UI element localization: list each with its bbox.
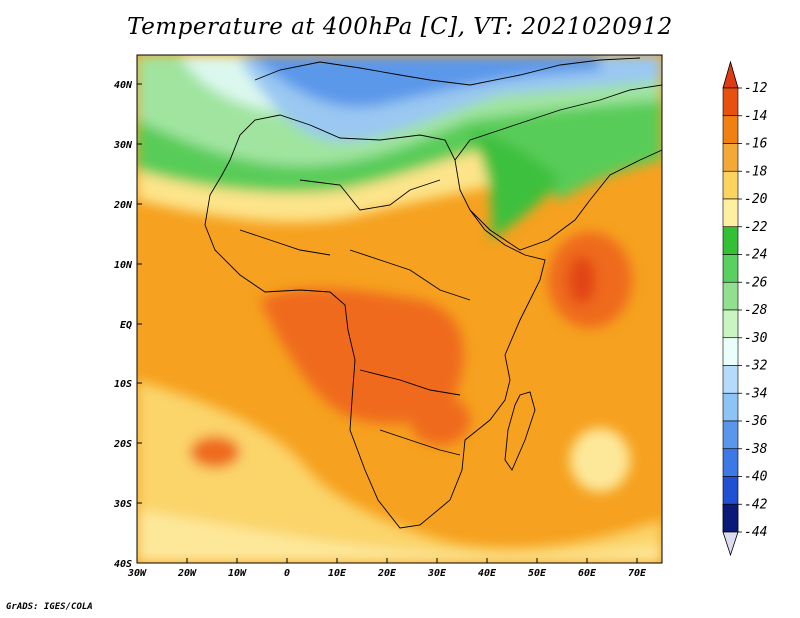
colorbar-bottom-arrow	[722, 531, 739, 557]
lat-label-10n: 10N	[114, 260, 133, 271]
colorbar-swatch	[722, 170, 739, 200]
colorbar-swatch	[722, 87, 739, 117]
colorbar-label: -24	[744, 248, 767, 263]
colorbar-label: -32	[744, 359, 768, 374]
colorbar-swatch	[722, 309, 739, 339]
colorbar-swatch	[722, 392, 739, 422]
colorbar-label: -16	[744, 137, 768, 152]
coastlines	[204, 57, 662, 529]
latitude-labels: 40N 30N 20N 10N EQ 10S 20S 30S 40S	[113, 80, 133, 570]
colorbar: -12 -14 -16 -18 -20 -22 -24 -26 -28 -30 -32 -34 -36 -…	[722, 60, 768, 557]
colorbar-swatch	[722, 503, 739, 533]
colorbar-labels: -12 -14 -16 -18 -20 -22 -24 -26 -28 -30 -32 -34 -36 -…	[738, 81, 768, 540]
colorbar-label: -38	[744, 442, 768, 457]
colorbar-label: -20	[744, 192, 768, 207]
colorbar-label: -28	[744, 303, 768, 318]
lon-label-20e: 20E	[377, 568, 397, 579]
colorbar-label: -30	[744, 331, 768, 346]
lat-label-eq: EQ	[120, 320, 132, 331]
colorbar-label: -14	[744, 109, 767, 124]
lat-label-20n: 20N	[113, 200, 133, 211]
colorbar-label: -36	[744, 414, 768, 429]
colorbar-label: -34	[744, 386, 767, 401]
colorbar-swatch	[722, 337, 739, 366]
colorbar-swatch	[722, 254, 739, 283]
lat-label-20s: 20S	[113, 439, 132, 450]
colorbar-swatch	[722, 476, 739, 505]
colorbar-label: -18	[744, 164, 768, 179]
lon-label-60e: 60E	[578, 568, 597, 579]
axis-ticks	[137, 83, 638, 564]
colorbar-swatch	[722, 365, 739, 394]
lon-label-20w: 20W	[177, 568, 197, 579]
temperature-field	[137, 55, 662, 563]
lon-label-0: 0	[284, 568, 290, 579]
lon-label-30e: 30E	[427, 568, 447, 579]
lat-label-40n: 40N	[114, 80, 133, 91]
lon-label-40e: 40E	[478, 568, 497, 579]
credit-text: GrADS: IGES/COLA	[6, 602, 93, 612]
lon-label-70e: 70E	[628, 568, 647, 579]
colorbar-top-arrow	[722, 60, 739, 89]
lon-label-30w: 30W	[127, 568, 147, 579]
map-frame	[136, 54, 663, 564]
colorbar-swatch	[722, 420, 739, 450]
colorbar-swatch	[722, 143, 739, 172]
colorbar-label: -42	[744, 497, 768, 512]
lat-label-40s: 40S	[114, 559, 132, 570]
lat-label-10s: 10S	[114, 379, 132, 390]
colorbar-swatch	[722, 198, 739, 228]
longitude-labels: 30W 20W 10W 0 10E 20E 30E 40E 50E 60E 70…	[127, 568, 647, 579]
colorbar-swatch	[722, 448, 739, 477]
lat-label-30n: 30N	[113, 140, 133, 151]
colorbar-label: -40	[744, 470, 768, 485]
lon-label-50e: 50E	[528, 568, 547, 579]
colorbar-swatch	[722, 115, 739, 144]
colorbar-label: -12	[744, 81, 768, 96]
chart-title: Temperature at 400hPa [C], VT: 202102091…	[127, 14, 673, 40]
colorbar-label: -22	[744, 220, 768, 235]
colorbar-swatch	[722, 226, 739, 255]
colorbar-label: -44	[744, 525, 767, 540]
colorbar-swatches	[722, 87, 739, 533]
lon-label-10e: 10E	[328, 568, 347, 579]
colorbar-swatch	[722, 281, 739, 311]
colorbar-label: -26	[744, 275, 768, 290]
lon-label-10w: 10W	[228, 568, 247, 579]
lat-label-30s: 30S	[113, 499, 132, 510]
